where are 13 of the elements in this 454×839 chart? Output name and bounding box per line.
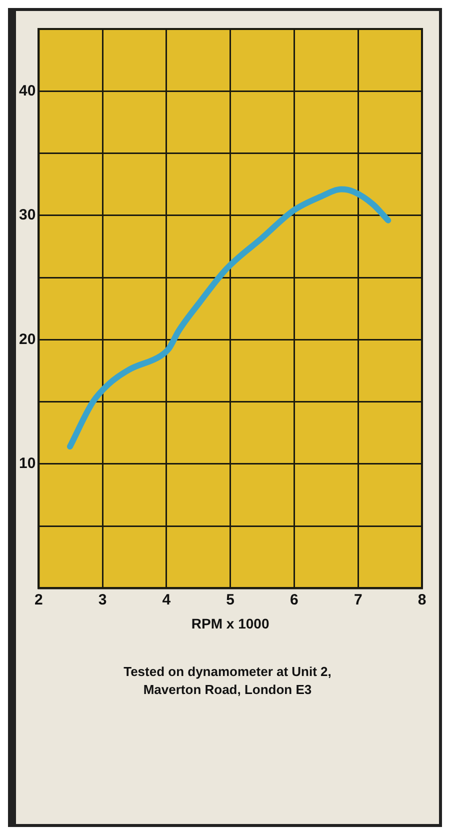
x-tick-label: 4 xyxy=(162,591,172,608)
x-tick-label: 2 xyxy=(34,591,43,608)
y-tick-label: 10 xyxy=(18,455,36,472)
y-tick-label: 20 xyxy=(18,330,36,348)
x-tick-label: 3 xyxy=(98,591,107,608)
x-tick-label: 7 xyxy=(354,591,362,608)
x-tick-label: 8 xyxy=(418,591,426,608)
x-tick-label: 6 xyxy=(290,591,298,608)
x-axis-title: RPM x 1000 xyxy=(191,615,270,632)
y-tick-label: 30 xyxy=(18,206,36,224)
text: Tested on dynamometer at Unit 2, Maverton Road, London E3 xyxy=(122,663,332,699)
y-tick-label: 40 xyxy=(18,82,36,100)
x-tick-label: 5 xyxy=(226,591,235,608)
